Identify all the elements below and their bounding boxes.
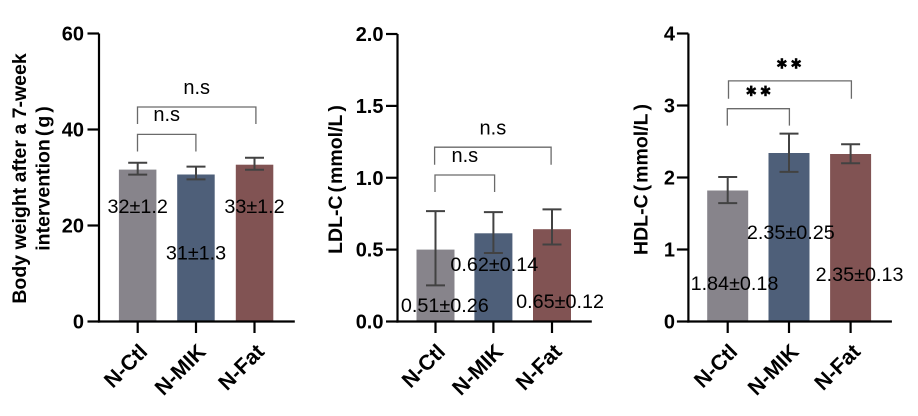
svg-text:1: 1 <box>664 240 675 262</box>
svg-text:Body weight after a 7-week: Body weight after a 7-week <box>9 53 31 303</box>
svg-text:0: 0 <box>73 312 84 334</box>
svg-text:40: 40 <box>62 120 84 142</box>
svg-text:2: 2 <box>664 168 675 190</box>
svg-text:4: 4 <box>664 24 676 46</box>
svg-text:0.51±0.26: 0.51±0.26 <box>401 295 489 317</box>
svg-text:2.0: 2.0 <box>356 24 384 46</box>
svg-text:1.0: 1.0 <box>356 168 384 190</box>
svg-text:0: 0 <box>664 312 675 334</box>
svg-text:32±1.2: 32±1.2 <box>108 196 168 218</box>
svg-text:n.s: n.s <box>183 77 210 99</box>
svg-text:LDL-C(mmol/L): LDL-C(mmol/L) <box>325 105 347 254</box>
svg-text:0.65±0.12: 0.65±0.12 <box>516 291 604 313</box>
svg-text:3: 3 <box>664 96 675 118</box>
svg-text:0.5: 0.5 <box>356 240 384 262</box>
svg-text:n.s: n.s <box>451 145 478 167</box>
svg-text:1.84±0.18: 1.84±0.18 <box>691 273 779 295</box>
svg-text:2.35±0.25: 2.35±0.25 <box>747 222 835 244</box>
svg-text:HDL-C(mmol/L): HDL-C(mmol/L) <box>631 104 653 255</box>
svg-text:1.5: 1.5 <box>356 96 384 118</box>
svg-text:n.s: n.s <box>153 104 180 126</box>
svg-text:33±1.2: 33±1.2 <box>224 196 284 218</box>
svg-text:60: 60 <box>62 24 84 46</box>
svg-text:n.s: n.s <box>480 118 507 140</box>
svg-text:2.35±0.13: 2.35±0.13 <box>816 264 904 286</box>
svg-text:20: 20 <box>62 216 84 238</box>
svg-text:0.0: 0.0 <box>356 312 384 334</box>
svg-text:31±1.3: 31±1.3 <box>166 243 226 265</box>
svg-text:0.62±0.14: 0.62±0.14 <box>450 254 538 276</box>
svg-text:intervention(g): intervention(g) <box>32 106 54 251</box>
